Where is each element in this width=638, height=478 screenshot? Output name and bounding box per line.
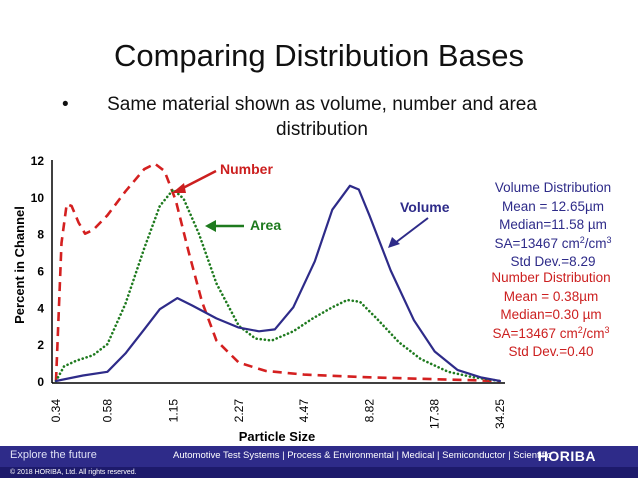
volume-stats-std: Std Dev.=8.29	[510, 254, 596, 269]
x-tick-label: 2.27	[232, 399, 246, 423]
annotation-area-label: Area	[250, 217, 281, 233]
slide-bullet: • Same material shown as volume, number …	[62, 92, 582, 142]
volume-stats-sa: SA=13467 cm2/cm3	[494, 234, 612, 251]
series-line-number	[54, 162, 501, 383]
x-tick-label: 4.47	[297, 399, 311, 423]
series-line-volume	[54, 184, 502, 383]
x-tick-label: 1.15	[166, 399, 180, 423]
bullet-dot: •	[62, 94, 69, 115]
volume-stats-mean: Mean = 12.65µm	[502, 198, 604, 214]
y-tick-label: 4	[37, 301, 44, 315]
slide-title: Comparing Distribution Bases	[113, 38, 525, 73]
annotation-number-label: Number	[220, 161, 273, 177]
number-stats-std: Std Dev.=0.40	[508, 344, 594, 359]
y-tick-label: 10	[31, 191, 45, 205]
number-stats-title: Number Distribution	[491, 270, 611, 285]
x-tick-label: 0.58	[100, 399, 114, 423]
x-axis-label: Particle Size	[239, 429, 316, 444]
footer-tagline: Explore the future	[10, 449, 97, 461]
distribution-chart: 0 2 4 6 8 10 12 0.34 0.58 1.15 2.27 4.47 8.82 17.38 3…	[12, 154, 507, 444]
x-tick-label: 0.34	[49, 399, 63, 423]
footer-segments: Automotive Test Systems | Process & Envi…	[173, 450, 552, 461]
y-tick-label: 6	[37, 265, 44, 279]
y-tick-label: 2	[37, 338, 44, 352]
annotation-volume-arrow	[394, 217, 429, 244]
y-tick-label: 8	[37, 228, 44, 242]
annotation-number-arrow	[180, 169, 217, 191]
annotation-volume-label: Volume	[400, 199, 450, 215]
x-tick-label: 34.25	[493, 399, 507, 429]
number-stats-median: Median=0.30 µm	[500, 307, 602, 322]
y-tick-label: 12	[31, 154, 45, 168]
number-stats-mean: Mean = 0.38µm	[503, 288, 599, 304]
x-tick-label: 17.38	[428, 399, 442, 429]
annotation-area-arrowhead	[205, 220, 216, 232]
annotation-volume-arrowhead	[388, 237, 400, 248]
series-line-area	[54, 188, 502, 383]
annotation-number-arrowhead	[172, 183, 186, 193]
copyright-text: © 2018 HORIBA, Ltd. All rights reserved.	[10, 469, 137, 476]
y-axis-label: Percent in Channel	[12, 206, 27, 324]
copyright-bar: © 2018 HORIBA, Ltd. All rights reserved.	[0, 467, 638, 478]
volume-stats-median: Median=11.58 µm	[499, 217, 607, 232]
volume-stats-block: Volume Distribution Mean = 12.65µm Media…	[478, 179, 628, 272]
y-tick-label: 0	[37, 375, 44, 389]
x-tick-label: 8.82	[362, 399, 376, 423]
horiba-logo: HORIBA	[537, 448, 596, 464]
number-stats-sa: SA=13467 cm2/cm3	[492, 324, 610, 341]
volume-stats-title: Volume Distribution	[494, 180, 612, 195]
footer-bar: Explore the future Automotive Test Syste…	[0, 446, 638, 467]
bullet-text: Same material shown as volume, number an…	[107, 94, 537, 140]
number-stats-block: Number Distribution Mean = 0.38µm Median…	[476, 269, 626, 362]
